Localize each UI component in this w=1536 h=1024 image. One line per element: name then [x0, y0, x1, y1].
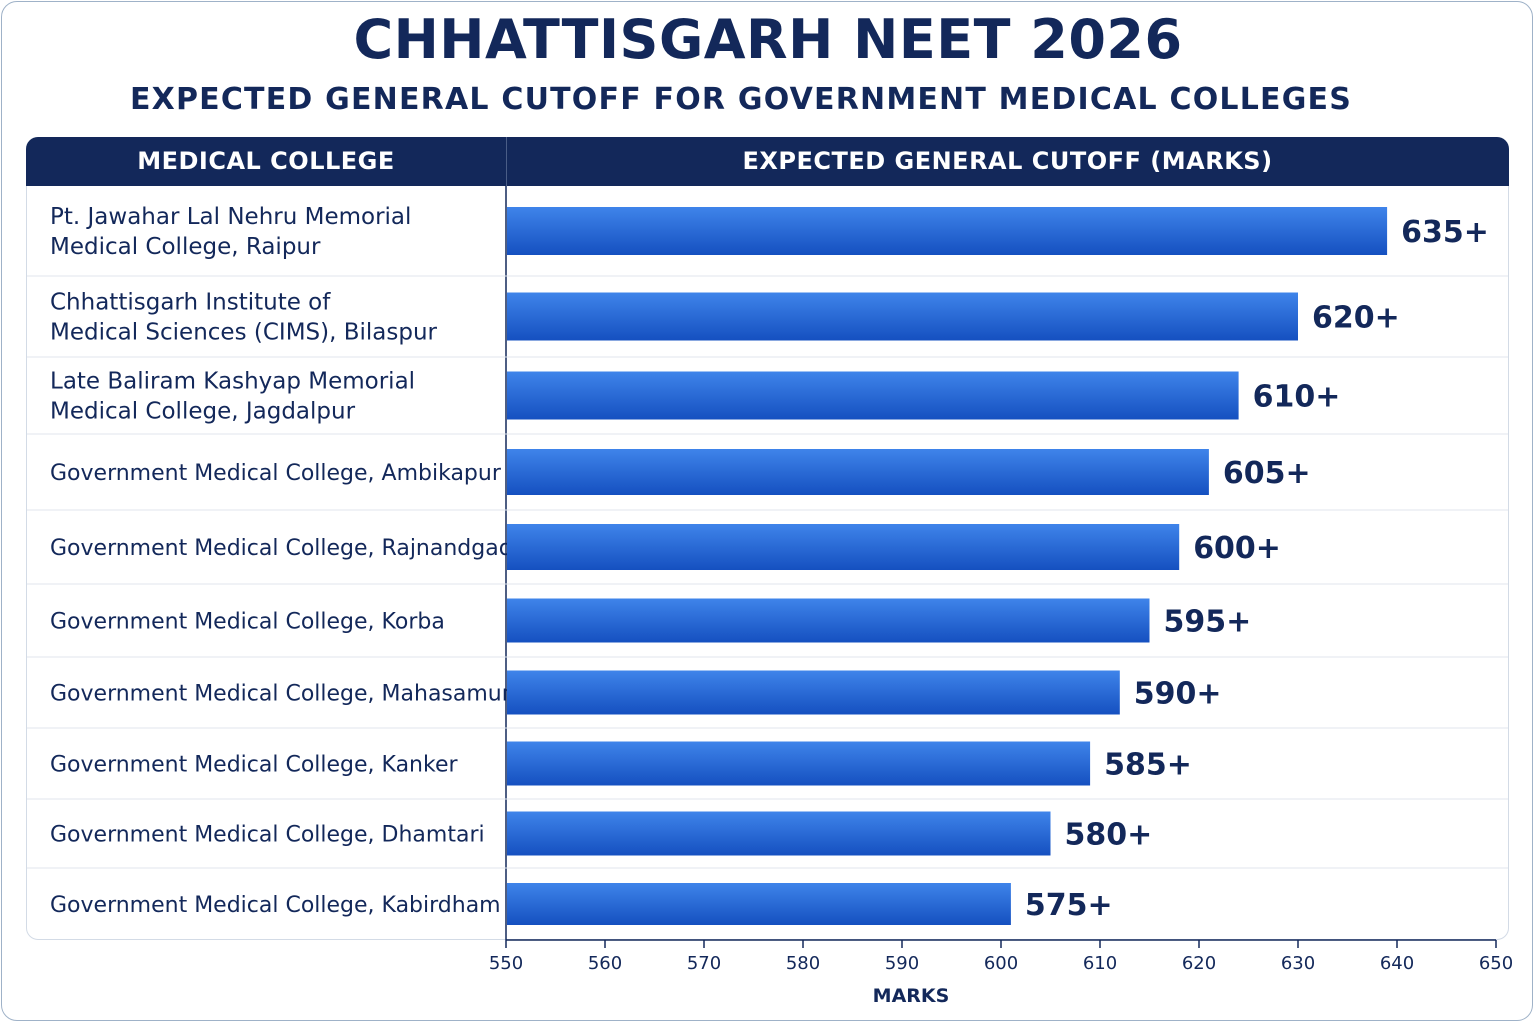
college-name-label: Government Medical College, Korba [50, 610, 445, 635]
x-tick-label: 630 [1281, 953, 1315, 974]
cutoff-bar [507, 371, 1239, 420]
cutoff-value-label: 620+ [1312, 301, 1400, 336]
cutoff-bar [507, 670, 1120, 715]
cutoff-bar [507, 883, 1011, 925]
cutoff-value-label: 635+ [1401, 215, 1489, 250]
x-tick-label: 570 [687, 953, 721, 974]
x-tick-label: 590 [885, 953, 919, 974]
x-tick-label: 620 [1182, 953, 1216, 974]
college-name-label: Late Baliram Kashyap Memorial [50, 369, 415, 395]
cutoff-bar [507, 292, 1298, 341]
college-name-label: Medical Sciences (CIMS), Bilaspur [50, 320, 438, 346]
chart-subtitle: EXPECTED GENERAL CUTOFF FOR GOVERNMENT M… [129, 82, 1353, 117]
cutoff-bar [507, 598, 1150, 643]
college-name-label: Government Medical College, Kabirdham [50, 893, 501, 918]
header-divider [506, 137, 507, 186]
college-name-label: Chhattisgarh Institute of [50, 290, 331, 316]
cutoff-bar [507, 449, 1209, 495]
cutoff-bar [507, 524, 1180, 570]
cutoff-bar [507, 811, 1051, 856]
cutoff-value-label: 605+ [1223, 456, 1311, 491]
college-name-label: Government Medical College, Dhamtari [50, 823, 485, 848]
cutoff-value-label: 580+ [1065, 818, 1153, 853]
college-name-label: Government Medical College, Mahasamund [50, 682, 530, 707]
college-column-header: MEDICAL COLLEGE [137, 147, 395, 175]
college-name-label: Medical College, Jagdalpur [50, 399, 356, 425]
cutoff-bar [507, 207, 1388, 255]
college-name-label: Government Medical College, Rajnandgaon [50, 536, 526, 561]
cutoff-value-label: 595+ [1164, 605, 1252, 640]
x-tick-label: 550 [489, 953, 523, 974]
cutoff-value-label: 610+ [1253, 380, 1341, 415]
college-name-label: Medical College, Raipur [50, 234, 321, 260]
x-tick-label: 600 [984, 953, 1018, 974]
cutoff-value-label: 600+ [1193, 531, 1281, 566]
table-header: MEDICAL COLLEGE EXPECTED GENERAL CUTOFF … [26, 137, 1509, 186]
cutoff-value-label: 575+ [1025, 888, 1113, 923]
college-name-label: Government Medical College, Kanker [50, 753, 458, 778]
x-tick-label: 580 [786, 953, 820, 974]
chart-title: CHHATTISGARH NEET 2026 [353, 8, 1183, 71]
cutoff-column-header: EXPECTED GENERAL CUTOFF (MARKS) [742, 147, 1273, 175]
cutoff-value-label: 590+ [1134, 677, 1222, 712]
college-name-label: Pt. Jawahar Lal Nehru Memorial [50, 204, 411, 230]
x-tick-label: 640 [1380, 953, 1414, 974]
x-tick-label: 560 [588, 953, 622, 974]
x-tick-label: 610 [1083, 953, 1117, 974]
cutoff-value-label: 585+ [1104, 748, 1192, 783]
cutoff-bar [507, 741, 1091, 786]
college-name-label: Government Medical College, Ambikapur [50, 461, 502, 486]
x-tick-label: 650 [1479, 953, 1513, 974]
x-axis-label: MARKS [873, 985, 950, 1007]
